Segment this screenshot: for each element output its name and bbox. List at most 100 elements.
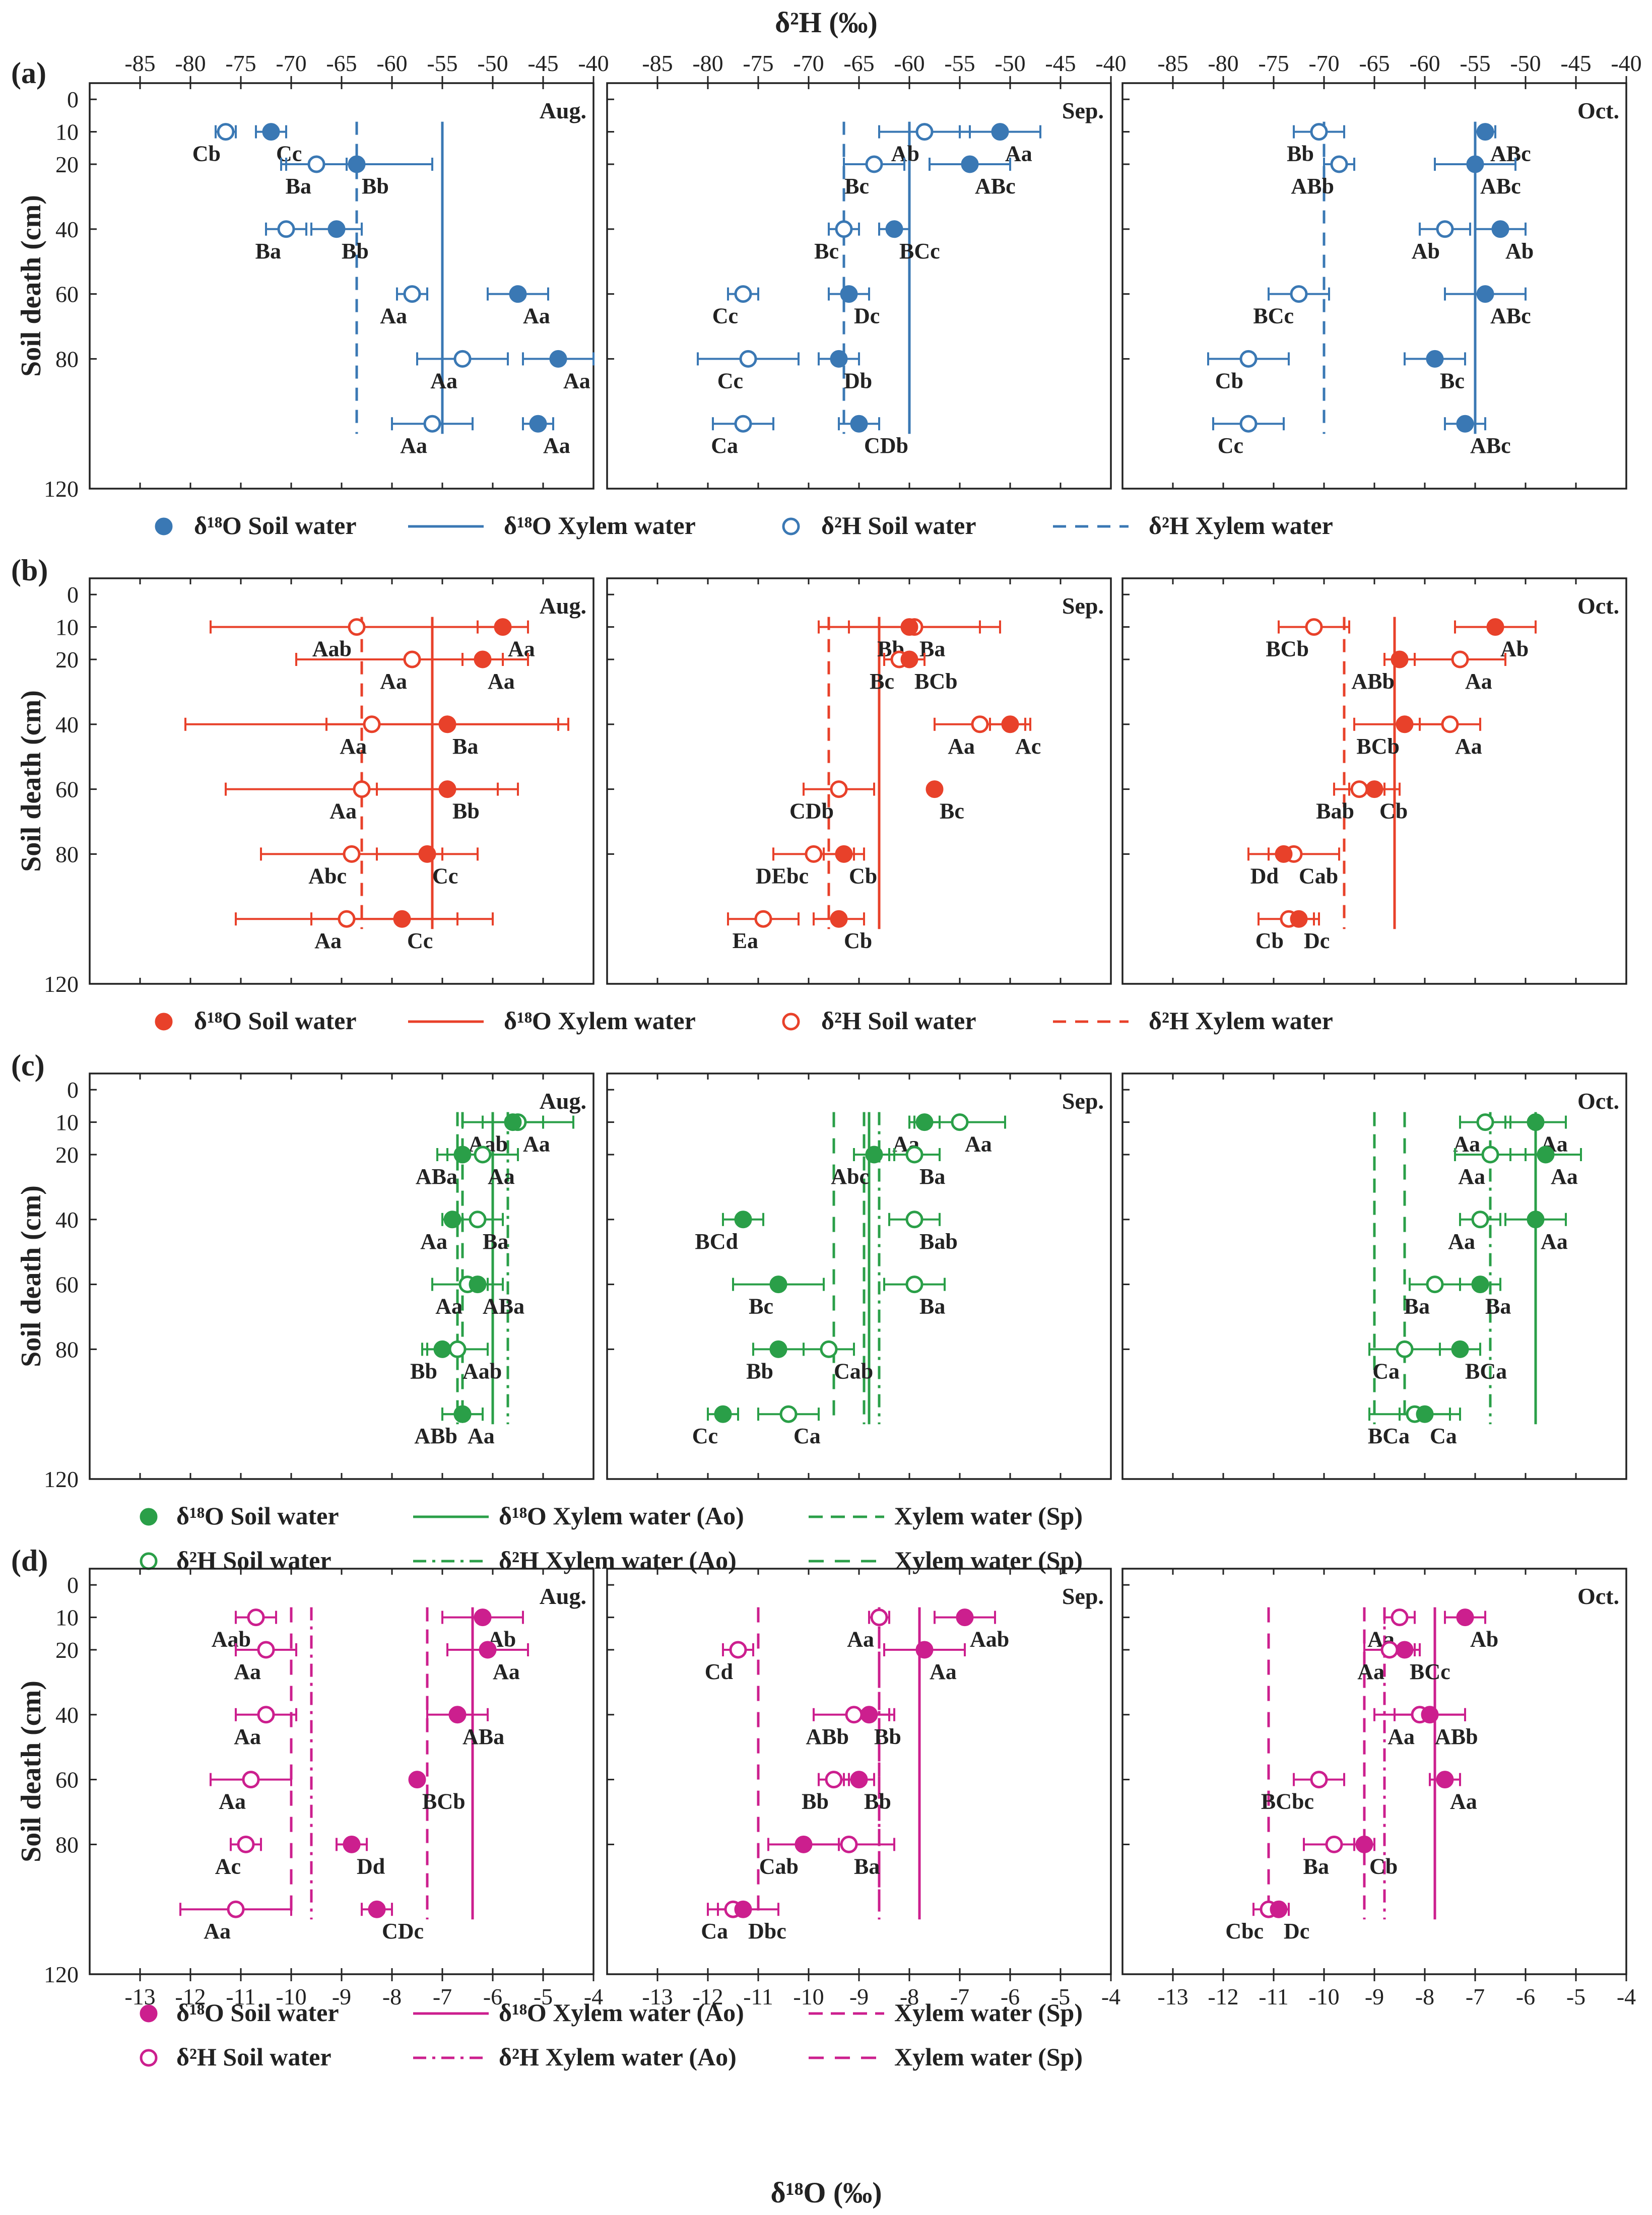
legend-label: δ¹⁸O Soil water [194, 1006, 357, 1035]
group-label: ABc [1490, 142, 1531, 166]
group-label: Ca [1430, 1424, 1457, 1448]
h2-soil-point [469, 1211, 487, 1229]
group-label: Bc [870, 669, 894, 694]
group-label: Cc [1218, 433, 1243, 458]
group-label: Aa [1465, 669, 1492, 694]
top-tick-label: -55 [944, 50, 975, 76]
h2-soil-point [870, 1608, 888, 1627]
group-label: BCb [1356, 734, 1400, 759]
group-label: Dd [357, 1854, 385, 1878]
y-axis-label: Soil death (cm) [16, 690, 47, 872]
top-tick-label: -60 [1409, 50, 1440, 76]
h2-soil-point [830, 780, 848, 798]
bottom-tick-label: -9 [1365, 1984, 1384, 2009]
group-label: BCc [1410, 1659, 1450, 1684]
group-label: ABc [1470, 433, 1511, 458]
y-tick-label: 40 [55, 712, 79, 737]
group-label: Aa [930, 1659, 957, 1684]
group-label: Ca [794, 1424, 821, 1448]
month-label: Oct. [1577, 1088, 1619, 1114]
group-label: Ba [483, 1229, 508, 1254]
group-label: ABc [1480, 174, 1521, 198]
y-axis-label: Soil death (cm) [16, 195, 47, 377]
o18-soil-point [830, 350, 848, 368]
o18-soil-point [961, 155, 979, 173]
y-tick-label: 40 [55, 1702, 79, 1728]
group-label: Aa [380, 304, 407, 328]
h2-soil-point [1481, 1146, 1499, 1164]
group-label: CDb [864, 433, 908, 458]
group-label: Aa [543, 433, 570, 458]
bottom-tick-label: -13 [642, 1984, 673, 2009]
top-tick-label: -85 [1157, 50, 1188, 76]
top-tick-label: -85 [124, 50, 155, 76]
group-label: Ba [919, 637, 945, 661]
h2-soil-point [257, 1641, 275, 1659]
o18-soil-point [850, 415, 868, 433]
month-label: Sep. [1062, 593, 1104, 619]
o18-soil-point [1275, 845, 1293, 863]
plot-frame [89, 1568, 594, 1975]
h2-soil-point [1290, 285, 1308, 303]
group-label: ABa [483, 1294, 524, 1319]
o18-soil-point [1451, 1340, 1469, 1358]
bottom-tick-label: -9 [332, 1984, 351, 2009]
y-tick-label: 10 [55, 1605, 79, 1631]
h2-soil-point [1471, 1211, 1489, 1229]
group-label: ABb [414, 1424, 457, 1448]
group-label: Aa [563, 368, 590, 393]
group-label: Aab [312, 637, 352, 661]
h2-soil-point [905, 1276, 923, 1294]
o18-soil-point [494, 618, 512, 636]
group-label: Aa [1453, 1132, 1480, 1157]
group-label: Bb [864, 1789, 891, 1814]
h2-soil-point [1325, 1835, 1343, 1853]
h2-soil-point [1476, 1113, 1494, 1131]
group-label: Aa [523, 304, 550, 328]
top-tick-label: -70 [276, 50, 306, 76]
top-tick-label: -80 [692, 50, 723, 76]
legend-filled-marker [140, 1508, 158, 1526]
o18-soil-point [734, 1211, 752, 1229]
o18-soil-point [835, 845, 853, 863]
h2-soil-point [805, 845, 823, 863]
top-tick-label: -40 [1095, 50, 1126, 76]
legend-label: Xylem water (Sp) [894, 2043, 1083, 2071]
y-tick-label: 20 [55, 152, 79, 177]
o18-soil-point [262, 123, 280, 141]
group-label: Aa [314, 928, 342, 953]
bottom-tick-label: -5 [1051, 1984, 1070, 2009]
o18-soil-point [900, 618, 918, 636]
top-tick-label: -50 [477, 50, 508, 76]
o18-soil-point [1396, 715, 1414, 733]
legend-label: δ¹⁸O Xylem water [504, 1006, 696, 1035]
month-label: Sep. [1062, 1088, 1104, 1114]
group-label: Ab [1505, 239, 1534, 263]
y-tick-label: 80 [55, 841, 79, 867]
group-label: Ba [286, 174, 311, 198]
o18-soil-point [1466, 155, 1484, 173]
group-label: ABc [975, 174, 1016, 198]
group-label: Cab [1299, 863, 1338, 888]
h2-soil-point [951, 1113, 969, 1131]
legend-label: δ²H Soil water [821, 511, 976, 540]
top-tick-label: -50 [1510, 50, 1541, 76]
group-label: Cb [1369, 1854, 1398, 1878]
group-label: BCc [1253, 304, 1294, 328]
group-label: Aab [462, 1359, 502, 1383]
o18-soil-point [860, 1706, 878, 1724]
group-label: Aa [1551, 1164, 1578, 1189]
group-label: Abc [831, 1164, 869, 1189]
group-label: Aa [420, 1229, 447, 1254]
o18-soil-point [418, 845, 436, 863]
o18-soil-point [1426, 350, 1444, 368]
y-tick-label: 60 [55, 777, 79, 802]
bottom-axis-title: δ¹⁸O (‰) [770, 2176, 882, 2209]
group-label: Aa [1458, 1164, 1485, 1189]
group-label: Aa [488, 669, 515, 694]
o18-soil-point [850, 1771, 868, 1789]
group-label: Aa [234, 1659, 261, 1684]
h2-soil-point [905, 1211, 923, 1229]
o18-soil-point [1456, 415, 1474, 433]
bottom-tick-label: -10 [793, 1984, 824, 2009]
